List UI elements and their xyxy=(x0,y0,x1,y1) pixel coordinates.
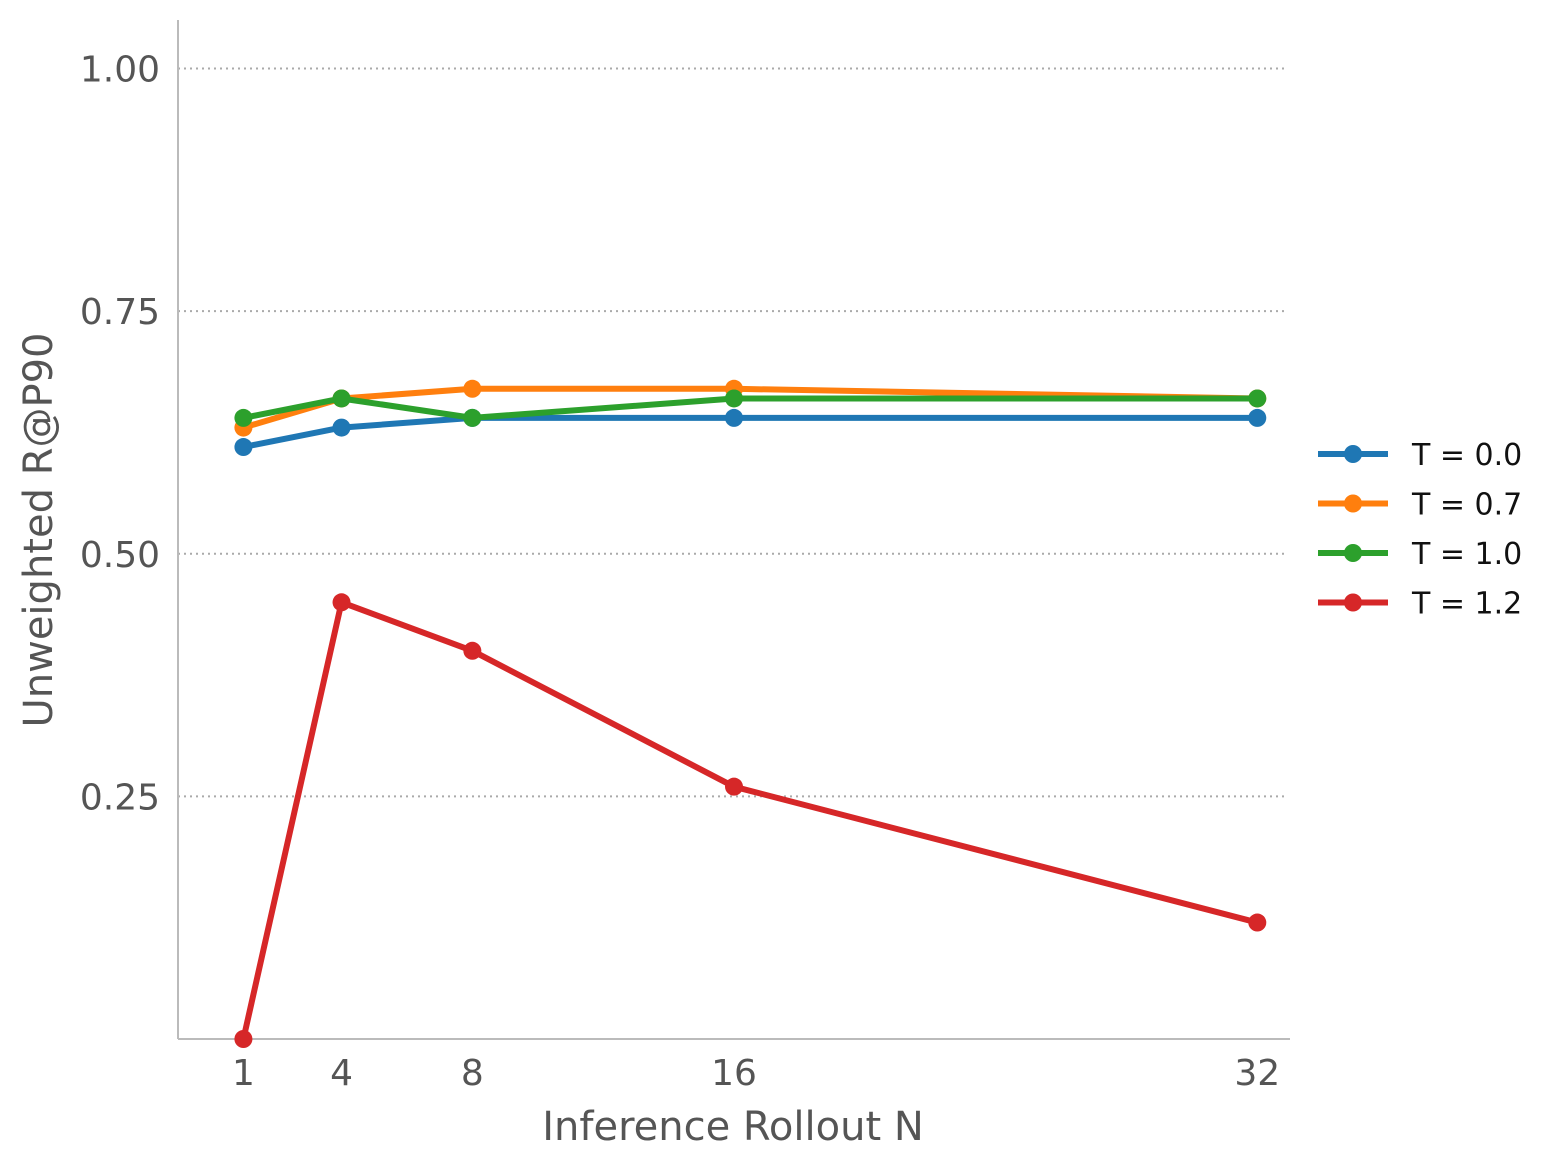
legend-marker xyxy=(1344,445,1362,463)
data-point xyxy=(332,593,351,612)
data-point xyxy=(332,418,351,437)
legend-marker xyxy=(1344,544,1362,562)
legend-label: T = 0.0 xyxy=(1411,438,1522,473)
series-1 xyxy=(234,408,1267,457)
x-axis-title: Inference Rollout N xyxy=(542,1104,924,1150)
series-3 xyxy=(234,389,1267,427)
data-point xyxy=(234,438,253,457)
data-point xyxy=(234,1030,253,1048)
legend-label: T = 0.7 xyxy=(1411,488,1522,523)
data-point xyxy=(463,641,482,660)
x-tick-label: 16 xyxy=(711,1053,757,1094)
legend-item: T = 0.7 xyxy=(1318,488,1522,523)
x-tick-label: 32 xyxy=(1234,1053,1280,1094)
series-line xyxy=(240,599,1261,1042)
grid-layer xyxy=(178,67,1284,798)
data-point xyxy=(725,389,743,408)
legend-label: T = 1.0 xyxy=(1411,537,1522,572)
y-tick-label: 0.75 xyxy=(80,292,160,333)
data-point xyxy=(1248,913,1267,932)
legend-item: T = 1.2 xyxy=(1318,587,1522,622)
y-tick-label: 0.50 xyxy=(80,535,160,576)
series-line xyxy=(240,414,1261,451)
data-point xyxy=(463,379,482,398)
y-axis-title: Unweighted R@P90 xyxy=(16,332,62,727)
data-point xyxy=(1248,408,1267,427)
data-point xyxy=(234,408,253,427)
x-tick-label: 8 xyxy=(461,1053,484,1094)
x-tick-label: 1 xyxy=(232,1053,255,1094)
data-point xyxy=(725,408,743,427)
series-4 xyxy=(234,593,1267,1048)
series-layer xyxy=(234,379,1267,1048)
legend-item: T = 0.0 xyxy=(1318,438,1522,473)
data-point xyxy=(725,777,743,796)
legend-marker xyxy=(1344,494,1362,513)
y-tick-label: 1.00 xyxy=(80,50,160,91)
x-tick-label: 4 xyxy=(330,1053,353,1094)
legend-label: T = 1.2 xyxy=(1411,587,1522,622)
x-tick-labels: 1 4 8 16 32 xyxy=(232,1053,1280,1094)
legend-item: T = 1.0 xyxy=(1318,537,1522,572)
data-point xyxy=(1248,389,1267,408)
axes-layer xyxy=(177,20,1290,1040)
legend: T = 0.0 T = 0.7 T = 1.0 T = 1.2 xyxy=(1318,438,1522,622)
y-tick-labels: 0.25 0.50 0.75 1.00 xyxy=(80,50,160,819)
y-tick-label: 0.25 xyxy=(80,777,160,818)
legend-marker xyxy=(1344,593,1362,612)
data-point xyxy=(332,389,351,408)
data-point xyxy=(463,408,482,427)
